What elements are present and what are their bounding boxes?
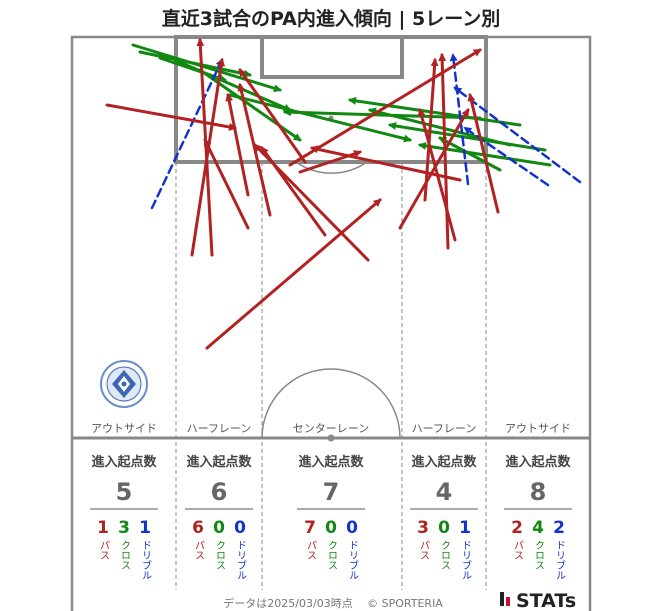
stat-dribble-caption: ドリブル [554,540,566,580]
pass-arrow [260,146,327,237]
footer-copyright: © SPORTERIA [367,597,443,610]
stat-dribble-caption: ドリブル [235,540,247,580]
stat-cross-caption: クロス [439,540,450,570]
pass-arrow [467,93,500,214]
chart-title: 直近3試合のPA内進入傾向 | 5レーン別 [162,7,501,30]
stats-logo-bar-icon [506,597,510,606]
stat-pass-count: 7 [304,518,316,538]
stat-cross-count: 3 [118,518,130,538]
cross-arrow [138,50,252,78]
dribble-arrow [150,58,224,210]
stat-header: 進入起点数 [186,454,252,470]
pass-arrow [203,138,250,230]
pass-arrow [423,58,439,202]
lane-stat-block: 進入起点数 8 2 4 2 パス クロス ドリブル [504,454,572,580]
stat-header: 進入起点数 [298,454,364,470]
lane-labels: アウトサイド ハーフレーン センターレーン ハーフレーン アウトサイド [91,422,571,435]
stat-pass-count: 3 [417,518,429,538]
stat-total: 4 [436,478,453,506]
cross-arrow [131,43,282,93]
stat-pass-count: 1 [97,518,109,538]
stat-dribble-count: 0 [234,518,246,538]
pass-arrow [398,108,470,230]
team-crest-icon [100,360,148,408]
lane-stat-block: 進入起点数 4 3 0 1 パス クロス ドリブル [410,454,478,580]
stat-dribble-count: 1 [139,518,151,538]
stat-total: 8 [530,478,547,506]
center-circle [261,368,401,439]
stats-logo-bar-icon [500,592,504,606]
stat-pass-count: 6 [192,518,204,538]
stat-dribble-caption: ドリブル [140,540,152,580]
stat-dribble-count: 0 [346,518,358,538]
footer-date: データは2025/03/03時点 [223,596,352,610]
cross-arrow [283,108,482,120]
pass-arrow [225,93,250,197]
stat-cross-caption: クロス [214,540,225,570]
stat-cross-count: 0 [325,518,337,538]
stat-dribble-caption: ドリブル [347,540,359,580]
stat-total: 5 [116,478,133,506]
stat-dribble-count: 1 [459,518,471,538]
cross-arrow [198,68,302,142]
stat-cross-count: 0 [213,518,225,538]
dribble-arrow [449,53,470,186]
lane-label-halfspace-right: ハーフレーン [412,422,477,435]
lane-stat-block: 進入起点数 5 1 3 1 パス クロス ドリブル [90,454,158,580]
stat-header: 進入起点数 [505,454,571,470]
cross-arrow [388,122,547,152]
lane-label-outside-right: アウトサイド [505,422,571,435]
stat-cross-caption: クロス [326,540,337,570]
pass-arrow [238,68,307,164]
lane-stat-block: 進入起点数 6 6 0 0 パス クロス ドリブル [185,454,253,580]
stat-dribble-count: 2 [553,518,565,538]
pass-arrow [205,198,382,350]
entry-arrows [105,38,582,350]
goal-area [260,35,404,79]
stat-pass-count: 2 [511,518,523,538]
lane-label-center: センターレーン [293,422,369,435]
pass-arrow [196,38,214,257]
stat-pass-caption: パス [512,540,524,560]
stat-header: 進入起点数 [411,454,477,470]
lane-stat-block: 進入起点数 7 7 0 0 パス クロス ドリブル [297,454,365,580]
pass-arrow [105,103,237,131]
pass-arrow [310,145,462,182]
stat-total: 7 [323,478,340,506]
cross-arrow [228,93,412,143]
stat-total: 6 [211,478,228,506]
cross-arrow [348,96,522,127]
stat-cross-caption: クロス [119,540,130,570]
stat-pass-caption: パス [98,540,110,560]
stats-logo: STATs [500,590,576,611]
stat-pass-caption: パス [193,540,205,560]
lane-label-outside-left: アウトサイド [91,422,157,435]
penalty-area [174,35,488,164]
stat-cross-count: 4 [532,518,544,538]
stat-pass-caption: パス [418,540,430,560]
cross-arrow [173,58,292,112]
lane-stats: 進入起点数 5 1 3 1 パス クロス ドリブル 進入起点数 6 6 0 0 … [90,454,572,580]
pass-arrow [288,48,482,167]
stats-logo-text: STATs [516,590,576,611]
center-spot [327,434,335,442]
lane-label-halfspace-left: ハーフレーン [187,422,252,435]
stat-pass-caption: パス [305,540,317,560]
stat-cross-count: 0 [438,518,450,538]
dribble-arrow [453,86,582,184]
penalty-arc [295,161,368,174]
stat-header: 進入起点数 [91,454,157,470]
stat-cross-caption: クロス [533,540,544,570]
pass-arrow [417,108,457,242]
stat-dribble-caption: ドリブル [460,540,472,580]
